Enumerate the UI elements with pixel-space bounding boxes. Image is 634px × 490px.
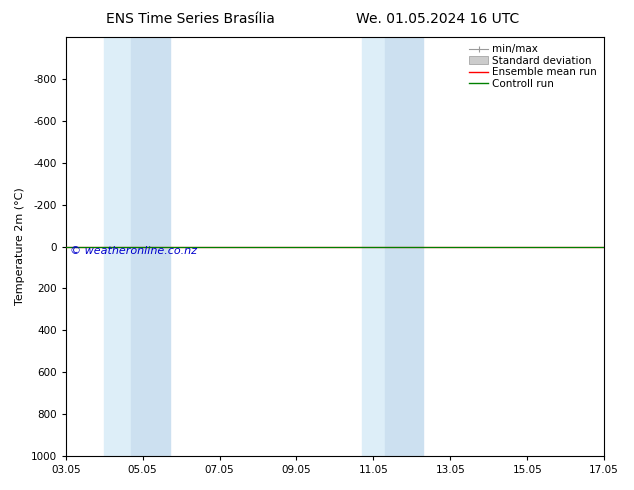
Bar [131,37,169,456]
Bar [385,37,424,456]
Bar [362,37,385,456]
Text: © weatheronline.co.nz: © weatheronline.co.nz [70,246,197,256]
Y-axis label: Temperature 2m (°C): Temperature 2m (°C) [15,188,25,305]
Text: ENS Time Series Brasília: ENS Time Series Brasília [106,12,275,26]
Legend: min/max, Standard deviation, Ensemble mean run, Controll run: min/max, Standard deviation, Ensemble me… [467,42,599,91]
Text: We. 01.05.2024 16 UTC: We. 01.05.2024 16 UTC [356,12,519,26]
Bar [104,37,131,456]
